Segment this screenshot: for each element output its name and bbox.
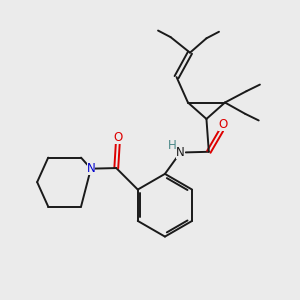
Text: O: O xyxy=(218,118,227,131)
Text: H: H xyxy=(168,139,176,152)
Text: O: O xyxy=(113,130,122,143)
Text: N: N xyxy=(86,162,95,175)
Text: N: N xyxy=(176,146,185,159)
